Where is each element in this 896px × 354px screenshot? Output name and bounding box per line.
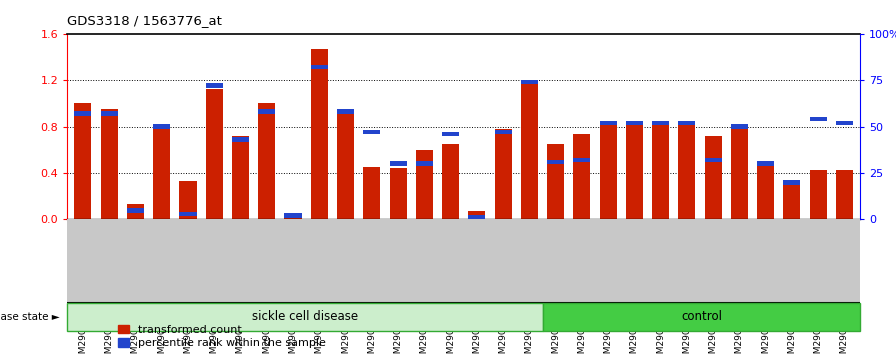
Bar <box>521 80 538 84</box>
Bar <box>416 161 433 166</box>
Bar <box>836 170 853 219</box>
Bar <box>704 136 721 219</box>
Bar <box>337 109 354 114</box>
Bar <box>573 158 590 162</box>
Bar <box>731 124 748 129</box>
Bar <box>442 132 459 136</box>
Bar <box>678 122 695 219</box>
Bar <box>547 144 564 219</box>
Bar <box>783 182 800 219</box>
Bar <box>311 49 328 219</box>
Bar <box>363 130 380 135</box>
Bar <box>232 137 249 142</box>
Bar <box>179 212 196 216</box>
Bar <box>495 130 512 135</box>
Bar <box>416 150 433 219</box>
Bar <box>625 122 643 219</box>
Bar <box>258 103 275 219</box>
Bar <box>599 122 616 219</box>
Bar <box>100 109 117 219</box>
Bar <box>390 169 407 219</box>
Bar <box>67 303 543 331</box>
Text: disease state ►: disease state ► <box>0 312 60 322</box>
Bar <box>469 211 486 219</box>
Bar <box>810 170 827 219</box>
Bar <box>652 122 669 219</box>
Text: control: control <box>681 310 722 323</box>
Bar <box>390 161 407 166</box>
Bar <box>469 215 486 219</box>
Bar <box>547 160 564 164</box>
Bar <box>783 180 800 185</box>
Bar <box>678 120 695 125</box>
Bar <box>731 126 748 219</box>
Bar <box>179 181 196 219</box>
Bar <box>442 144 459 219</box>
Bar <box>153 124 170 129</box>
Bar <box>153 124 170 219</box>
Bar <box>100 111 117 116</box>
Bar <box>599 120 616 125</box>
Text: GDS3318 / 1563776_at: GDS3318 / 1563776_at <box>67 13 222 27</box>
Bar <box>127 204 144 219</box>
Bar <box>625 120 643 125</box>
Bar <box>757 161 774 166</box>
Bar <box>543 303 860 331</box>
Bar <box>495 129 512 219</box>
Bar <box>284 213 302 218</box>
Text: sickle cell disease: sickle cell disease <box>252 310 358 323</box>
Bar <box>810 117 827 121</box>
Bar <box>127 208 144 212</box>
Bar <box>363 167 380 219</box>
Bar <box>74 103 91 219</box>
Bar <box>206 89 223 219</box>
Bar <box>573 133 590 219</box>
Bar <box>521 82 538 219</box>
Bar <box>652 120 669 125</box>
Bar <box>337 109 354 219</box>
Bar <box>704 158 721 162</box>
Bar <box>284 215 302 219</box>
Bar <box>206 83 223 88</box>
Bar <box>74 111 91 116</box>
Legend: transformed count, percentile rank within the sample: transformed count, percentile rank withi… <box>117 325 325 348</box>
Bar <box>836 120 853 125</box>
Bar <box>311 65 328 69</box>
Bar <box>757 161 774 219</box>
Bar <box>232 136 249 219</box>
Bar <box>258 109 275 114</box>
